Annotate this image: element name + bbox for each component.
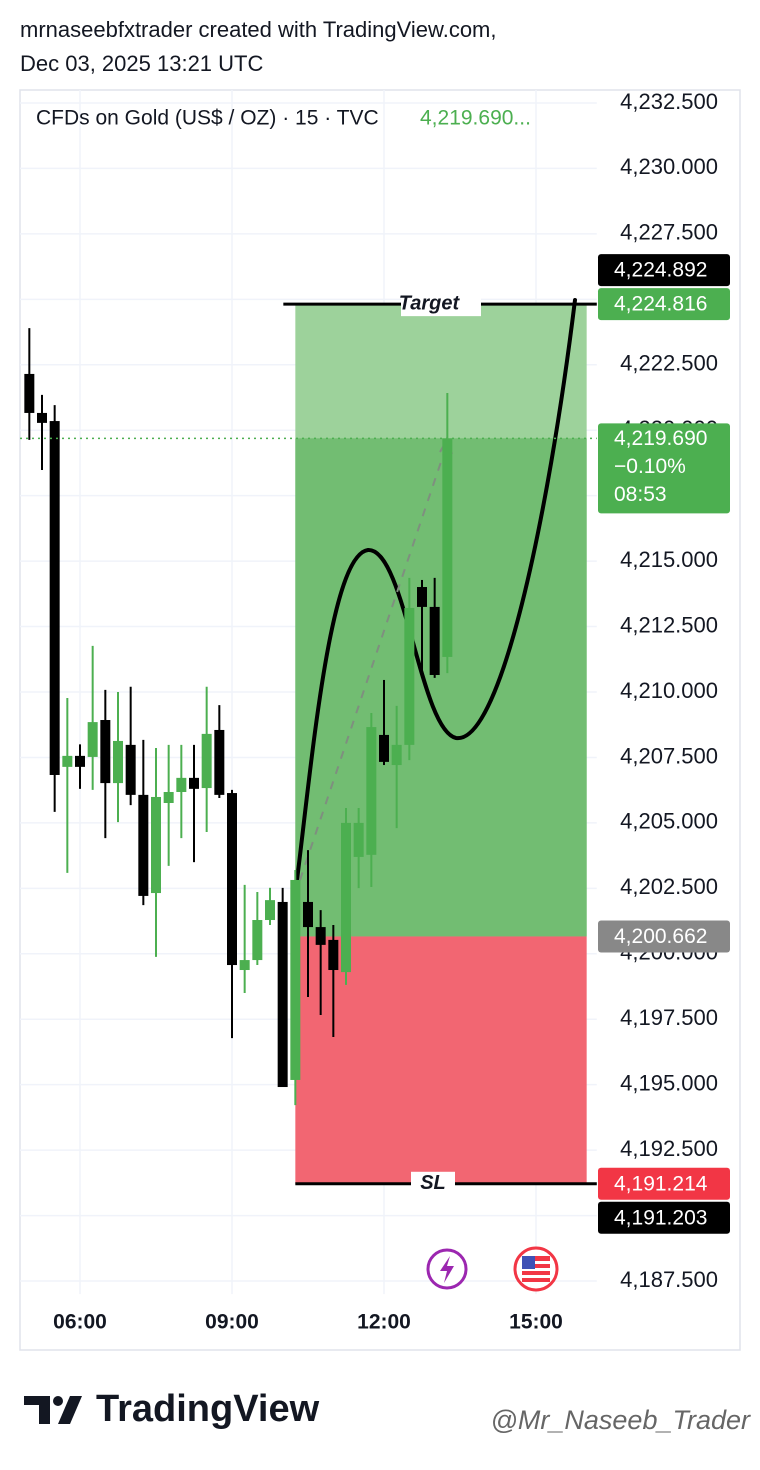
candle-body	[442, 438, 453, 657]
current-price-label: 4,219.690	[614, 427, 707, 450]
candle-body	[151, 796, 161, 894]
legend-price: 4,219.690...	[420, 107, 531, 130]
price-label: 4,191.214	[614, 1172, 708, 1195]
candle-body	[341, 822, 351, 973]
candle-body	[391, 744, 402, 766]
price-label: 4,224.816	[614, 293, 707, 316]
candle-body	[189, 777, 199, 789]
candle-body	[303, 901, 313, 928]
candle-body	[100, 720, 111, 784]
y-tick-label: 4,197.500	[620, 1005, 718, 1030]
y-tick-label: 4,227.500	[620, 220, 718, 245]
candle-body	[176, 777, 187, 793]
candle-body	[239, 960, 250, 971]
candles-layer	[24, 328, 453, 1106]
position-layer	[295, 304, 587, 1184]
candle-body	[37, 412, 47, 423]
candle-body	[62, 755, 73, 767]
trend-arrow	[299, 443, 448, 881]
price-label: 4,191.203	[614, 1206, 707, 1229]
x-tick-label: 15:00	[509, 1311, 563, 1334]
y-tick-label: 4,230.000	[620, 154, 718, 179]
price-label-box	[598, 288, 730, 321]
candle-body	[265, 900, 275, 921]
price-label-box	[598, 254, 730, 287]
y-tick-label: 4,222.500	[620, 351, 718, 376]
candle-body	[138, 794, 149, 896]
candle-body	[429, 606, 440, 675]
candle-body	[353, 822, 364, 857]
candle-body	[201, 733, 212, 789]
target-label: Target	[399, 292, 461, 314]
candle-body	[252, 920, 263, 961]
candle-body	[87, 722, 98, 757]
y-tick-label: 4,205.000	[620, 809, 718, 834]
candle-body	[404, 607, 415, 745]
price-label-box	[598, 1201, 730, 1234]
candle-body	[366, 727, 377, 855]
stop-label: SL	[420, 1172, 446, 1194]
overlay-layer: Target SL 4,224.816 4,224.892 4,200.662 4,191…	[20, 254, 730, 1234]
event-icon[interactable]	[426, 1248, 468, 1290]
x-tick-label: 06:00	[53, 1311, 107, 1334]
candle-body	[125, 744, 136, 795]
current-price-change: −0.10%	[614, 455, 686, 478]
candle-body	[315, 927, 326, 945]
price-label: 4,224.892	[614, 259, 707, 282]
current-price-box	[598, 423, 730, 514]
candle-body	[24, 373, 35, 413]
stop-label-bg	[411, 1171, 455, 1196]
x-tick-label: 09:00	[205, 1311, 259, 1334]
header-date: Dec 03, 2025 13:21 UTC	[20, 51, 263, 76]
price-label: 4,200.662	[614, 925, 707, 948]
y-tick-label: 4,210.000	[620, 678, 718, 703]
candle-body	[417, 587, 427, 607]
y-tick-label: 4,212.500	[620, 612, 718, 637]
y-tick-label: 4,202.500	[620, 874, 718, 899]
loss-zone	[295, 936, 587, 1184]
price-label-box	[598, 1167, 730, 1200]
price-label-box	[598, 920, 730, 953]
legend-title: CFDs on Gold (US$ / OZ) · 15 · TVC	[36, 107, 379, 130]
y-tick-label: 4,232.500	[620, 89, 718, 114]
candle-body	[214, 729, 225, 795]
y-tick-label: 4,195.000	[620, 1070, 718, 1095]
candle-body	[290, 879, 301, 1080]
current-price-countdown: 08:53	[614, 483, 667, 506]
chart-frame	[19, 89, 741, 1351]
brand-logo[interactable]	[24, 1396, 82, 1424]
y-tick-label: 4,207.500	[620, 743, 718, 768]
y-tick-label: 4,215.000	[620, 547, 718, 572]
target-label-bg	[401, 292, 481, 317]
candle-body	[163, 792, 174, 803]
candle-body	[49, 421, 60, 775]
x-tick-label: 12:00	[357, 1311, 411, 1334]
y-tick-label: 4,187.500	[620, 1267, 718, 1292]
candle-body	[75, 755, 85, 767]
candle-body	[227, 793, 237, 966]
watermark: @Mr_Naseeb_Trader	[490, 1405, 751, 1435]
country-flag-icon[interactable]	[513, 1246, 559, 1292]
candle-body	[113, 740, 123, 784]
brand-name: TradingView	[96, 1388, 320, 1430]
candle-body	[328, 939, 339, 971]
projection-curve	[295, 298, 577, 882]
y-tick-label: 4,192.500	[620, 1136, 718, 1161]
candle-body	[277, 901, 288, 1088]
header-author: mrnaseebfxtrader created with TradingVie…	[20, 17, 497, 42]
candle-body	[379, 734, 389, 762]
